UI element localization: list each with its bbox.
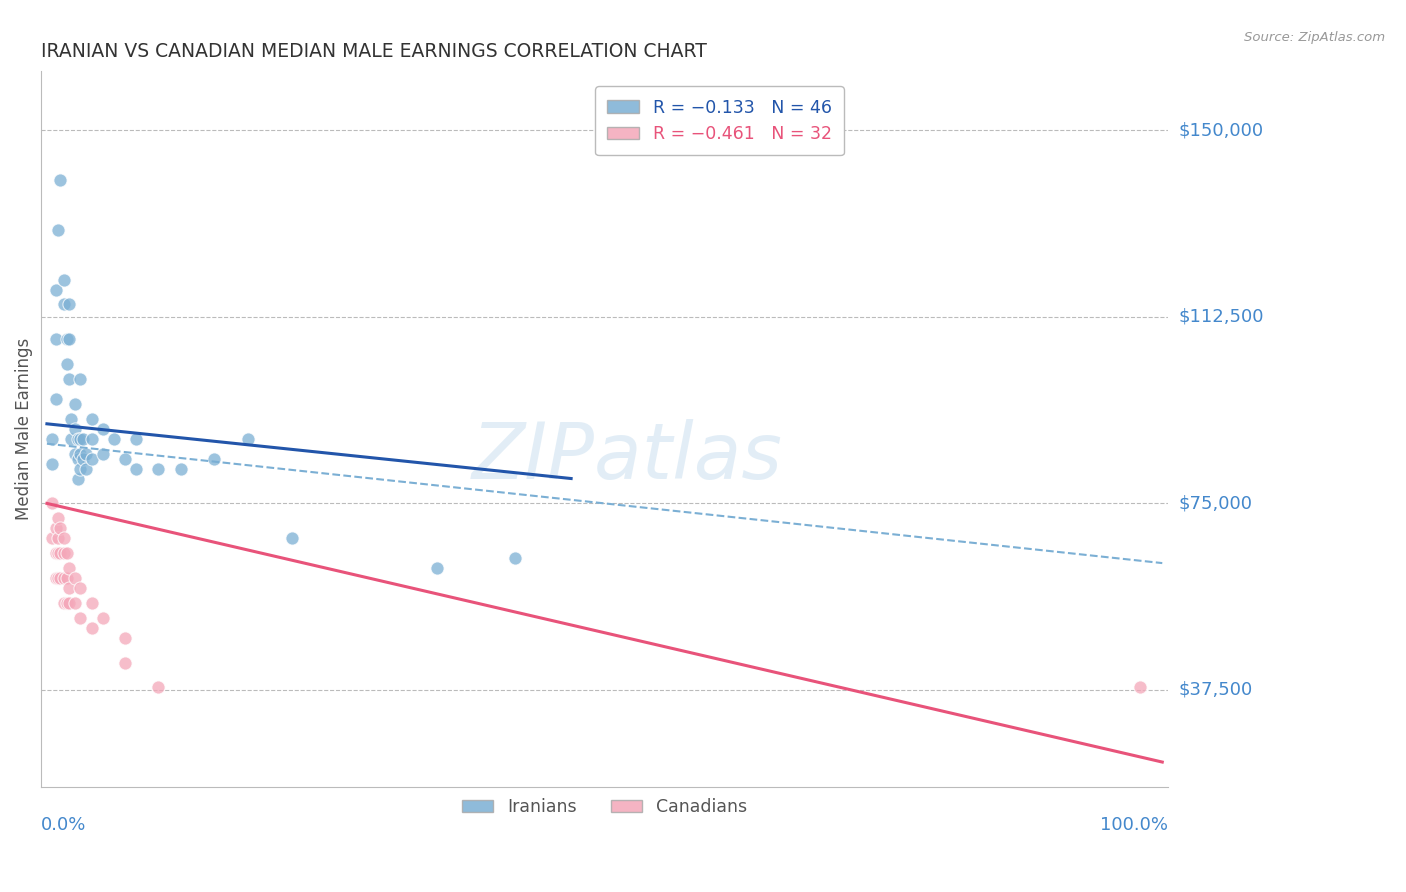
Point: [114, 656, 136, 670]
Y-axis label: Median Male Earnings: Median Male Earnings: [15, 338, 32, 520]
Point: [52, 272, 75, 286]
Point: [63, 447, 86, 461]
Point: [45, 392, 67, 406]
Point: [46, 546, 69, 560]
Point: [63, 571, 86, 585]
Point: [52, 531, 75, 545]
Point: [45, 283, 67, 297]
Point: [58, 581, 80, 595]
Point: [80, 621, 103, 635]
Legend: Iranians, Canadians: Iranians, Canadians: [450, 786, 759, 829]
Point: [281, 531, 304, 545]
Point: [69, 461, 91, 475]
Point: [67, 471, 90, 485]
Point: [80, 451, 103, 466]
Point: [41, 531, 63, 545]
Point: [56, 546, 79, 560]
Point: [58, 561, 80, 575]
Point: [49, 521, 72, 535]
Point: [41, 432, 63, 446]
Point: [52, 546, 75, 560]
Point: [49, 173, 72, 187]
Point: [45, 332, 67, 346]
Point: [148, 681, 170, 695]
Text: ZIPatlas: ZIPatlas: [471, 419, 783, 495]
Point: [75, 447, 97, 461]
Point: [114, 631, 136, 645]
Point: [91, 422, 114, 436]
Point: [46, 223, 69, 237]
Point: [46, 511, 69, 525]
Point: [80, 412, 103, 426]
Point: [56, 571, 79, 585]
Point: [46, 531, 69, 545]
Text: 0.0%: 0.0%: [41, 815, 87, 834]
Point: [45, 546, 67, 560]
Point: [58, 372, 80, 386]
Point: [41, 496, 63, 510]
Point: [56, 332, 79, 346]
Text: IRANIAN VS CANADIAN MEDIAN MALE EARNINGS CORRELATION CHART: IRANIAN VS CANADIAN MEDIAN MALE EARNINGS…: [41, 42, 707, 61]
Point: [58, 596, 80, 610]
Point: [72, 432, 94, 446]
Point: [60, 412, 83, 426]
Point: [52, 571, 75, 585]
Point: [49, 546, 72, 560]
Point: [69, 372, 91, 386]
Point: [60, 432, 83, 446]
Point: [49, 571, 72, 585]
Point: [67, 432, 90, 446]
Point: [202, 451, 225, 466]
Point: [426, 561, 449, 575]
Point: [80, 596, 103, 610]
Point: [41, 457, 63, 471]
Text: $37,500: $37,500: [1180, 681, 1253, 699]
Point: [114, 451, 136, 466]
Text: $75,000: $75,000: [1180, 494, 1253, 512]
Point: [63, 422, 86, 436]
Point: [52, 297, 75, 311]
Point: [80, 432, 103, 446]
Point: [125, 461, 148, 475]
Point: [63, 397, 86, 411]
Point: [45, 521, 67, 535]
Point: [69, 611, 91, 625]
Point: [45, 571, 67, 585]
Point: [58, 297, 80, 311]
Text: 100.0%: 100.0%: [1099, 815, 1168, 834]
Point: [170, 461, 193, 475]
Point: [75, 461, 97, 475]
Point: [125, 432, 148, 446]
Point: [69, 447, 91, 461]
Point: [1129, 681, 1152, 695]
Point: [103, 432, 125, 446]
Point: [52, 596, 75, 610]
Point: [72, 451, 94, 466]
Point: [56, 357, 79, 371]
Point: [505, 551, 527, 566]
Point: [69, 432, 91, 446]
Point: [236, 432, 259, 446]
Point: [56, 596, 79, 610]
Point: [69, 581, 91, 595]
Point: [63, 596, 86, 610]
Point: [91, 447, 114, 461]
Text: $150,000: $150,000: [1180, 121, 1264, 139]
Point: [46, 571, 69, 585]
Point: [67, 451, 90, 466]
Text: Source: ZipAtlas.com: Source: ZipAtlas.com: [1244, 31, 1385, 45]
Point: [148, 461, 170, 475]
Point: [91, 611, 114, 625]
Text: $112,500: $112,500: [1180, 308, 1264, 326]
Point: [58, 332, 80, 346]
